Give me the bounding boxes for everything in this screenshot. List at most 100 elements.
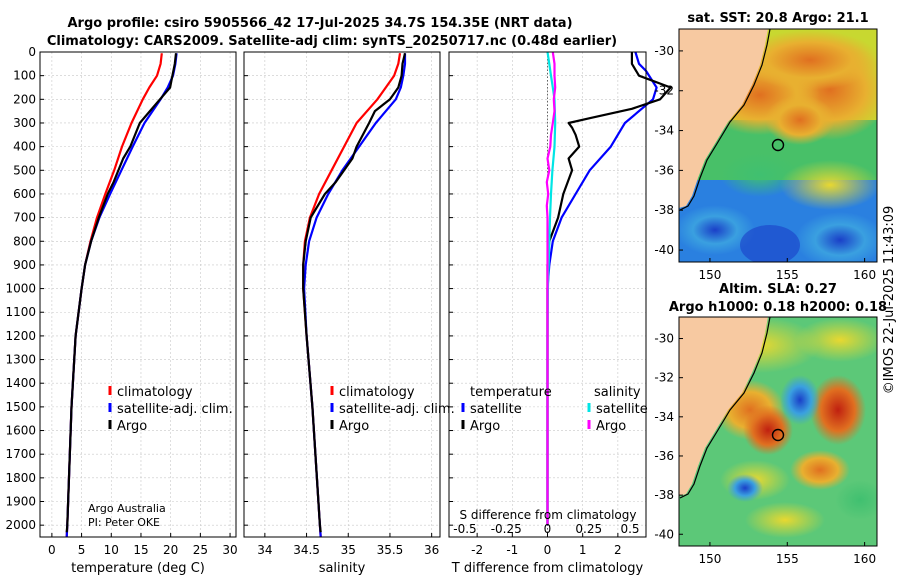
map-x-tick-label: 160 bbox=[853, 552, 876, 566]
sla-map-frame bbox=[678, 316, 878, 547]
map-y-tick-label: -40 bbox=[654, 527, 674, 541]
x-axis-label: salinity bbox=[319, 561, 366, 576]
figure-title-line1: Argo profile: csiro 5905566_42 17-Jul-20… bbox=[67, 16, 572, 31]
y-tick-label: 100 bbox=[13, 69, 36, 83]
map-x-tick-label: 155 bbox=[776, 268, 799, 282]
x-tick-label: 25 bbox=[193, 543, 208, 557]
sla-map-title: Altim. SLA: 0.27 bbox=[719, 282, 837, 297]
y-tick-label: 500 bbox=[13, 163, 36, 177]
sst-map-title: sat. SST: 20.8 Argo: 21.1 bbox=[687, 11, 868, 26]
map-y-tick-label: -36 bbox=[654, 163, 674, 177]
legend-label: climatology bbox=[339, 385, 415, 400]
x-axis-label: T difference from climatology bbox=[451, 561, 644, 576]
map-y-tick-label: -30 bbox=[654, 332, 674, 346]
x-tick-label: 2 bbox=[614, 543, 622, 557]
map-y-tick-label: -34 bbox=[654, 410, 674, 424]
map-y-tick-label: -34 bbox=[654, 124, 674, 138]
series-satellite-adj-clim- bbox=[65, 53, 178, 538]
legend-label: satellite-adj. clim. bbox=[117, 402, 233, 417]
credit-org: Argo Australia bbox=[88, 502, 166, 515]
x2-tick-label: -0.5 bbox=[453, 522, 476, 536]
legend-label: Argo bbox=[470, 419, 500, 434]
series-argo bbox=[302, 52, 407, 533]
map-x-tick-label: 150 bbox=[698, 552, 721, 566]
sst-argo-marker bbox=[771, 138, 785, 152]
sla-map-subtitle: Argo h1000: 0.18 h2000: 0.18 bbox=[669, 300, 887, 315]
x-tick-label: 34 bbox=[257, 543, 272, 557]
x-tick-label: 35 bbox=[341, 543, 356, 557]
y-tick-label: 600 bbox=[13, 187, 36, 201]
x-tick-label: 10 bbox=[104, 543, 119, 557]
map-y-tick-label: -32 bbox=[654, 371, 674, 385]
x-tick-label: 20 bbox=[163, 543, 178, 557]
series-s-argo bbox=[545, 51, 557, 526]
temperature-profile-panel: 0 5 10 15 20 25 30 temperature (deg C) 0 100 200 30… bbox=[5, 45, 237, 576]
series-argo bbox=[65, 53, 178, 533]
y-tick-label: 1200 bbox=[5, 329, 36, 343]
x-tick-label: -2 bbox=[471, 543, 483, 557]
sla-map-coastline bbox=[679, 317, 771, 499]
y-tick-label: 200 bbox=[13, 92, 36, 106]
y-tick-label: 1500 bbox=[5, 400, 36, 414]
y-tick-label: 1800 bbox=[5, 471, 36, 485]
map-y-tick-label: -30 bbox=[654, 44, 674, 58]
map-y-tick-label: -38 bbox=[654, 488, 674, 502]
sst-map-coastline bbox=[679, 29, 771, 211]
y-tick-label: 1700 bbox=[5, 447, 36, 461]
map-x-tick-label: 155 bbox=[776, 552, 799, 566]
difference-profile-panel: -2 -1 0 1 2 T difference from climatology temp… bbox=[448, 51, 672, 576]
x2-tick-label: 0 bbox=[544, 522, 552, 536]
sst-map-panel: sat. SST: 20.8 Argo: 21.1 150 155 160 -30 -3… bbox=[654, 11, 878, 282]
sla-map-ticks: 150 155 160 -30 -32 -34 -36 -38 -40 bbox=[654, 332, 876, 566]
legend-label: climatology bbox=[117, 385, 193, 400]
legend-label: satellite-adj. clim. bbox=[339, 402, 455, 417]
sla-argo-marker bbox=[771, 428, 785, 442]
timestamp: ©IMOS 22-Jul-2025 11:43:09 bbox=[882, 206, 897, 395]
legend-label: satellite bbox=[596, 402, 648, 417]
map-x-tick-label: 150 bbox=[698, 268, 721, 282]
map-x-tick-label: 160 bbox=[853, 268, 876, 282]
x-tick-label: 34.5 bbox=[293, 543, 320, 557]
figure-title-line2: Climatology: CARS2009. Satellite-adj cli… bbox=[47, 34, 617, 49]
x-tick-label: -1 bbox=[506, 543, 518, 557]
map-y-tick-label: -36 bbox=[654, 449, 674, 463]
x2-tick-label: 0.25 bbox=[575, 522, 602, 536]
x-tick-label: 0 bbox=[544, 543, 552, 557]
credit-pi: PI: Peter OKE bbox=[88, 516, 160, 529]
sla-map-land bbox=[679, 317, 768, 496]
x-axis-label: temperature (deg C) bbox=[71, 561, 205, 576]
sst-map-frame bbox=[678, 28, 878, 263]
x-tick-label: 15 bbox=[133, 543, 148, 557]
x-tick-label: 35.5 bbox=[377, 543, 404, 557]
map-y-tick-label: -40 bbox=[654, 243, 674, 257]
y-tick-label: 1100 bbox=[5, 305, 36, 319]
y-tick-label: 900 bbox=[13, 258, 36, 272]
x2-tick-label: 0.5 bbox=[620, 522, 639, 536]
y-tick-label: 1600 bbox=[5, 424, 36, 438]
x-tick-label: 0 bbox=[48, 543, 56, 557]
x2-axis-label: S difference from climatology bbox=[460, 508, 637, 522]
legend-label: Argo bbox=[596, 419, 626, 434]
legend-label: Argo bbox=[117, 419, 147, 434]
sst-map-field bbox=[679, 29, 877, 262]
salinity-profile-panel: 34 34.5 35 35.5 36 salinity climatology satelli… bbox=[243, 51, 455, 576]
x-tick-label: 5 bbox=[78, 543, 86, 557]
y-tick-label: 700 bbox=[13, 211, 36, 225]
y-tick-label: 0 bbox=[28, 45, 36, 59]
series-climatology bbox=[302, 53, 402, 538]
axes-frame bbox=[243, 51, 441, 538]
y-tick-label: 400 bbox=[13, 140, 36, 154]
legend-label: Argo bbox=[339, 419, 369, 434]
y-tick-label: 1400 bbox=[5, 376, 36, 390]
y-tick-label: 800 bbox=[13, 234, 36, 248]
legend-title-temperature: temperature bbox=[470, 385, 552, 400]
sla-map-panel: Altim. SLA: 0.27 Argo h1000: 0.18 h2000:… bbox=[654, 282, 887, 566]
sst-map-ticks: 150 155 160 -30 -32 -34 -36 -38 -40 bbox=[654, 44, 876, 282]
legend-title-salinity: salinity bbox=[594, 385, 641, 400]
map-y-tick-label: -32 bbox=[654, 84, 674, 98]
map-y-tick-label: -38 bbox=[654, 203, 674, 217]
y-tick-label: 1000 bbox=[5, 282, 36, 296]
x-tick-label: 36 bbox=[424, 543, 439, 557]
axes-frame bbox=[39, 51, 237, 538]
